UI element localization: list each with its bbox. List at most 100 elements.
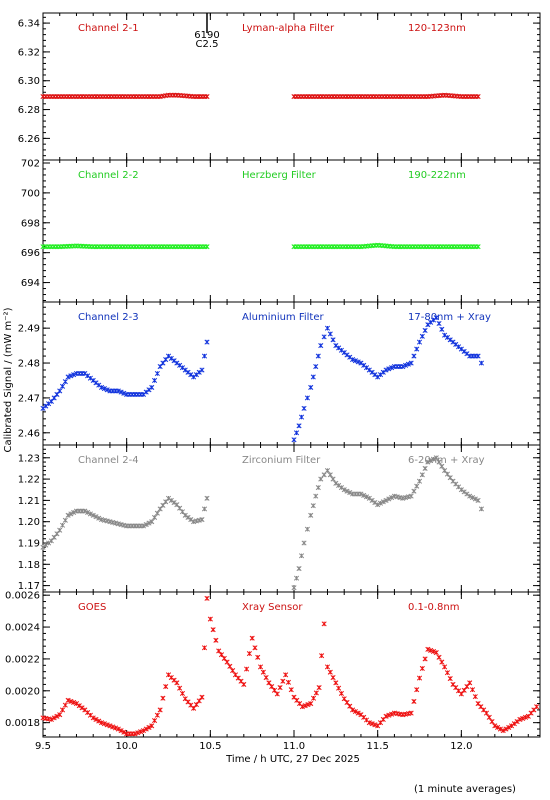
data-point bbox=[87, 511, 93, 517]
data-point bbox=[257, 664, 264, 670]
x-tick-label: 12.0 bbox=[450, 741, 472, 752]
chart-panels: 6.26 6.28 6.30 6.32 6.34 Channel 2-1 Lyman-alp… bbox=[5, 12, 541, 738]
data-point bbox=[249, 635, 255, 641]
data-point bbox=[444, 471, 450, 477]
data-point bbox=[500, 728, 506, 734]
data-point bbox=[201, 353, 208, 359]
data-point bbox=[296, 423, 302, 429]
data-point bbox=[492, 723, 498, 729]
data-point bbox=[489, 719, 495, 725]
panel-label: Zirconium Filter bbox=[242, 455, 321, 466]
data-point bbox=[321, 621, 327, 627]
data-point bbox=[321, 472, 327, 478]
data-point bbox=[138, 729, 144, 735]
data-point bbox=[154, 370, 160, 377]
data-point bbox=[338, 690, 344, 697]
data-point bbox=[118, 728, 124, 734]
data-point bbox=[266, 680, 272, 686]
data-point bbox=[469, 687, 476, 693]
panel-label: 17-80nm + Xray bbox=[408, 312, 491, 323]
data-point bbox=[191, 705, 197, 711]
y-tick-label: 0.0024 bbox=[5, 623, 40, 634]
y-tick-label: 698 bbox=[21, 218, 40, 229]
panel-label: Channel 2-3 bbox=[78, 312, 139, 323]
data-point bbox=[318, 343, 324, 349]
y-tick-label: 6.34 bbox=[18, 19, 40, 30]
y-tick-label: 1.19 bbox=[18, 539, 40, 550]
data-point bbox=[408, 360, 414, 366]
data-point bbox=[411, 488, 417, 494]
data-point bbox=[475, 353, 481, 359]
data-point bbox=[163, 499, 169, 505]
data-point bbox=[347, 703, 353, 709]
y-tick-label: 0.0020 bbox=[5, 686, 40, 697]
data-point bbox=[315, 353, 321, 359]
data-point bbox=[486, 714, 492, 720]
data-point bbox=[204, 495, 210, 501]
data-point bbox=[313, 363, 319, 370]
data-point bbox=[57, 388, 63, 394]
data-point bbox=[414, 346, 420, 352]
data-point bbox=[377, 500, 384, 506]
data-point bbox=[110, 724, 116, 730]
data-point bbox=[506, 724, 512, 730]
data-point bbox=[464, 683, 470, 690]
data-point bbox=[57, 712, 63, 718]
data-point bbox=[71, 699, 77, 706]
data-point bbox=[436, 320, 442, 327]
panel-label: Xray Sensor bbox=[242, 602, 303, 613]
data-point bbox=[436, 459, 442, 465]
data-point bbox=[99, 384, 105, 391]
x-tick-label: 11.0 bbox=[283, 741, 305, 752]
data-point bbox=[386, 366, 392, 372]
y-tick-label: 6.26 bbox=[18, 134, 40, 145]
data-point bbox=[327, 331, 333, 337]
data-point bbox=[308, 384, 314, 391]
data-point bbox=[408, 710, 414, 716]
data-point bbox=[263, 674, 269, 681]
data-point bbox=[59, 707, 66, 713]
data-point bbox=[316, 685, 322, 691]
data-point bbox=[347, 490, 353, 496]
data-point bbox=[414, 687, 420, 693]
data-point bbox=[204, 94, 210, 100]
data-point bbox=[428, 647, 434, 653]
data-point bbox=[65, 374, 71, 380]
data-point bbox=[315, 485, 321, 491]
data-point bbox=[383, 497, 389, 503]
data-point bbox=[324, 468, 331, 474]
data-point bbox=[411, 698, 417, 704]
panel-frame bbox=[42, 301, 541, 446]
data-point bbox=[104, 387, 110, 393]
data-point bbox=[101, 386, 107, 392]
data-point bbox=[422, 656, 428, 662]
y-tick-label: 0.0022 bbox=[5, 654, 40, 665]
data-point bbox=[157, 707, 163, 713]
data-point bbox=[293, 575, 300, 581]
data-point bbox=[386, 496, 392, 502]
data-point bbox=[201, 506, 208, 512]
data-point bbox=[68, 373, 74, 379]
data-point bbox=[313, 493, 319, 499]
data-point bbox=[400, 363, 406, 370]
panel-1: 6.26 6.28 6.30 6.32 6.34 Channel 2-1 Lyman-alp… bbox=[18, 12, 541, 161]
data-point bbox=[372, 722, 378, 728]
data-point bbox=[299, 704, 305, 710]
y-tick-label: 2.49 bbox=[18, 324, 40, 335]
data-point bbox=[327, 472, 333, 478]
y-tick-label: 1.20 bbox=[18, 517, 40, 528]
data-point bbox=[135, 730, 141, 736]
x-tick-label: 10.5 bbox=[199, 741, 221, 752]
data-point bbox=[363, 494, 370, 500]
data-point bbox=[143, 726, 149, 732]
y-tick-label: 1.21 bbox=[18, 496, 40, 507]
x-tick-label: 10.0 bbox=[116, 741, 138, 752]
data-point bbox=[285, 679, 291, 685]
data-point bbox=[152, 514, 158, 520]
data-point bbox=[475, 497, 481, 503]
data-point bbox=[224, 659, 230, 665]
data-point bbox=[355, 710, 361, 716]
data-point bbox=[517, 716, 523, 723]
data-point bbox=[358, 491, 364, 497]
